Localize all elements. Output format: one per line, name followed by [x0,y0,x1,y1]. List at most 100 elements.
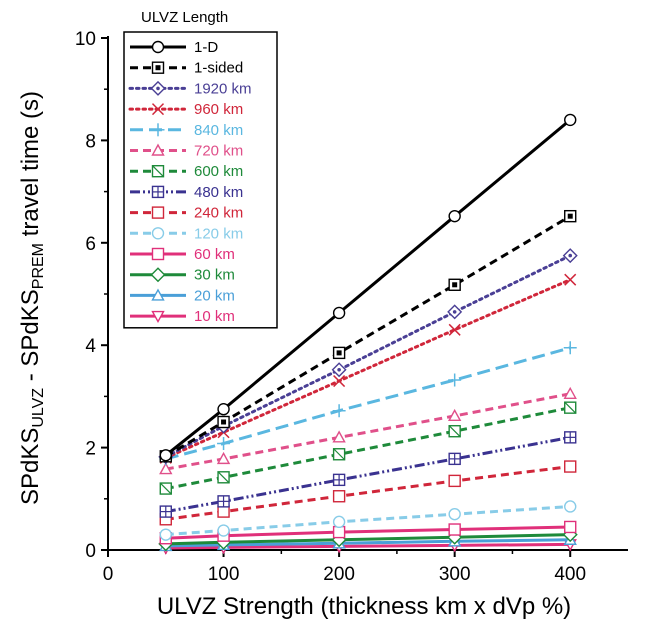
data-point [448,523,461,536]
data-point [563,386,577,400]
x-axis-title: ULVZ Strength (thickness km x dVp %) [157,593,571,620]
data-point [447,408,462,422]
data-point [332,404,346,418]
data-point [332,515,346,529]
y-tick-label: 4 [85,336,96,357]
data-point [332,430,346,443]
data-point [332,490,346,503]
data-point [564,431,577,444]
data-point [332,448,346,461]
legend-title: ULVZ Length [141,9,228,26]
legend-marker [151,123,165,137]
y-tick-label: 2 [85,439,96,460]
plot-area [158,113,578,555]
x-tick-label: 400 [554,564,586,585]
legend-label: 20 km [194,287,235,304]
data-point [564,520,577,534]
data-point [333,375,346,388]
legend-label: 60 km [194,246,235,263]
data-point [159,449,172,462]
y-axis-title: SPdKSULVZ - SPdKSPREM travel time (s) [17,91,47,505]
legend-label: 30 km [194,267,235,284]
series-9 [159,460,577,526]
data-point [159,482,172,495]
legend-marker [151,247,165,261]
legend-box [123,31,278,329]
legend-label: 1920 km [194,80,252,97]
legend: ULVZ Length 1-D 1-sided 1920 km 960 km 840 km… [123,9,278,329]
data-point [448,323,461,336]
data-point [564,401,577,414]
legend-label: 240 km [194,205,243,222]
legend-item: 20 km [130,287,235,304]
data-point [564,113,577,127]
legend-item: 120 km [130,225,243,242]
legend-label: 840 km [194,122,243,139]
legend-item: 960 km [128,101,243,118]
data-point [331,362,347,378]
legend-label: 600 km [194,163,243,180]
legend-label: 960 km [194,101,243,118]
data-point [332,525,346,539]
data-point [217,471,230,484]
legend-marker [151,40,165,54]
legend-marker [151,164,165,178]
data-point [217,403,230,416]
legend-item: 30 km [130,267,235,284]
legend-marker [151,61,165,74]
axes: 0 100 200 300 400 0 2 4 6 8 10 [75,29,628,585]
legend-item: 600 km [130,163,243,180]
x-tick-label: 0 [103,564,114,585]
legend-label: 120 km [194,225,243,242]
legend-item: 840 km [130,122,243,139]
legend-item: 720 km [130,143,243,160]
y-tick-label: 0 [85,541,96,562]
legend-item: 1920 km [128,80,252,97]
legend-item: 240 km [130,205,243,222]
y-tick-label: 10 [75,29,96,50]
data-point [448,425,461,438]
legend-label: 1-sided [194,60,243,77]
series-1 [159,113,577,462]
legend-item: 1-sided [130,60,243,77]
data-point [564,273,577,286]
series-10 [159,500,577,541]
data-point [159,505,172,518]
x-tick-label: 300 [439,564,471,585]
data-point [217,437,231,451]
data-point [332,306,346,320]
data-point [564,500,577,513]
legend-marker [151,103,165,116]
data-point [564,209,577,223]
legend-marker [151,143,165,156]
legend-label: 1-D [194,39,218,56]
data-point [448,452,461,466]
data-point [448,373,462,387]
y-tick-label: 8 [85,131,96,152]
data-point [159,528,172,541]
data-point [448,474,461,488]
legend-marker [150,267,166,283]
series-8 [159,431,577,518]
data-point [564,460,577,473]
series-line [165,346,571,461]
data-point [563,341,577,355]
legend-marker [150,80,166,96]
data-point [217,415,230,429]
data-point [562,248,578,264]
legend-marker [151,227,165,240]
y-tick-label: 6 [85,234,96,255]
legend-item: 1-D [130,39,218,56]
data-point [217,524,230,537]
data-point [217,495,230,508]
series-6 [159,386,577,475]
legend-label: 10 km [194,308,235,325]
data-point [448,507,461,521]
series-7 [159,401,577,495]
legend-label: 720 km [194,143,243,160]
data-point [159,462,173,475]
legend-item: 480 km [130,184,243,201]
legend-marker [151,288,165,301]
legend-label: 480 km [194,184,243,201]
